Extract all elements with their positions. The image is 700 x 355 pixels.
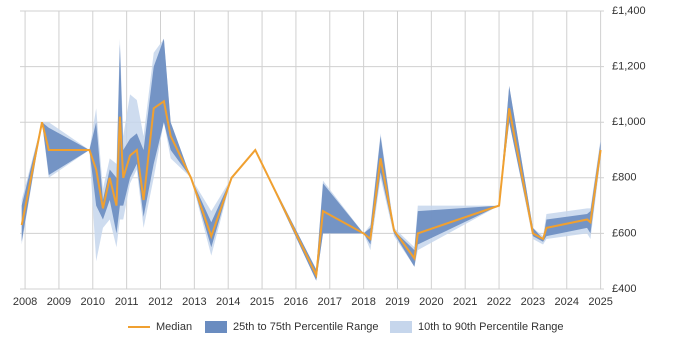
x-tick-label: 2009: [47, 296, 71, 308]
x-tick-label: 2012: [148, 296, 172, 308]
legend-swatch: [205, 321, 227, 333]
x-tick-label: 2017: [318, 296, 342, 308]
x-tick-label: 2011: [115, 296, 139, 308]
legend-label: Median: [156, 321, 192, 333]
x-tick-label: 2024: [555, 296, 579, 308]
x-tick-label: 2019: [385, 296, 409, 308]
x-tick-label: 2023: [521, 296, 545, 308]
y-tick-label: £1,400: [612, 5, 646, 17]
x-tick-label: 2010: [81, 296, 105, 308]
x-tick-label: 2008: [13, 296, 37, 308]
legend-swatch: [390, 321, 412, 333]
y-tick-label: £400: [612, 283, 636, 295]
x-tick-label: 2014: [216, 296, 240, 308]
y-tick-label: £1,200: [612, 61, 646, 73]
y-tick-label: £600: [612, 227, 636, 239]
y-tick-label: £800: [612, 172, 636, 184]
median-line: [20, 99, 602, 279]
legend-label: 10th to 90th Percentile Range: [418, 321, 564, 333]
x-tick-label: 2013: [182, 296, 206, 308]
x-tick-label: 2021: [453, 296, 477, 308]
legend-label: 25th to 75th Percentile Range: [233, 321, 379, 333]
percentile-band: [21, 38, 601, 281]
x-tick-label: 2018: [351, 296, 375, 308]
x-tick-label: 2025: [588, 296, 612, 308]
x-tick-label: 2020: [419, 296, 443, 308]
x-tick-label: 2022: [487, 296, 511, 308]
percentile-band: [21, 38, 601, 281]
y-tick-label: £1,000: [612, 116, 646, 128]
x-tick-label: 2015: [250, 296, 274, 308]
x-tick-label: 2016: [284, 296, 308, 308]
